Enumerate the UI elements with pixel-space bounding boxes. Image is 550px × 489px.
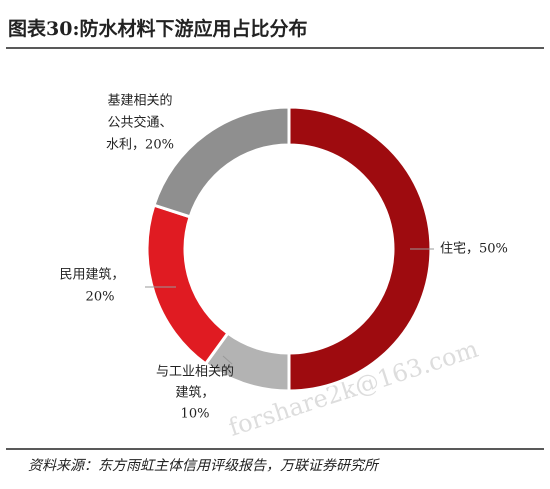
donut-segment bbox=[287, 105, 433, 393]
data-label: 水利，20% bbox=[106, 138, 174, 153]
data-label: 建筑， bbox=[175, 385, 214, 401]
data-label: 20% bbox=[86, 290, 115, 305]
leader-line bbox=[222, 355, 233, 365]
data-label: 基建相关的 bbox=[107, 93, 172, 109]
donut-segment bbox=[145, 203, 230, 366]
data-label: 与工业相关的 bbox=[156, 364, 234, 380]
chart-title: 图表30:防水材料下游应用占比分布 bbox=[8, 17, 307, 40]
data-label: 10% bbox=[181, 407, 210, 422]
data-label: 民用建筑， bbox=[59, 267, 124, 283]
source: 资料来源：东方雨虹主体信用评级报告，万联证券研究所 bbox=[28, 458, 380, 474]
data-label: 公共交通、 bbox=[107, 115, 172, 131]
donut-segment bbox=[152, 105, 291, 219]
data-label: 住宅，50% bbox=[440, 242, 508, 257]
